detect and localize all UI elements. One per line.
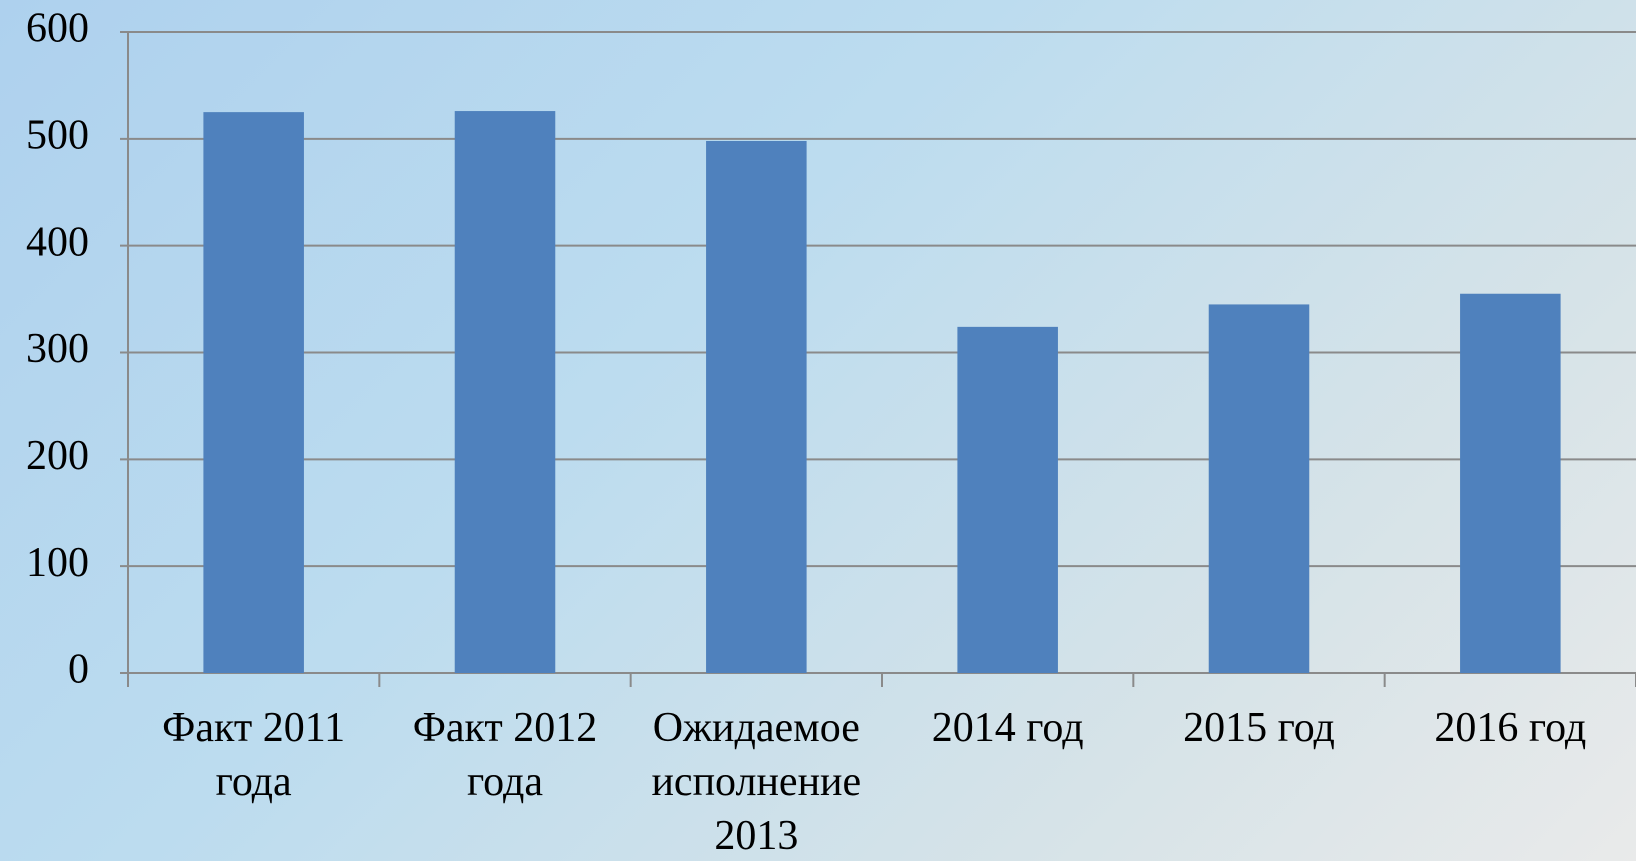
bar bbox=[1460, 293, 1561, 673]
bar bbox=[706, 140, 807, 674]
x-tick-label: Ожидаемое исполнение 2013 bbox=[651, 705, 862, 859]
y-tick-label: 100 bbox=[26, 540, 89, 586]
x-tick-label: Факт 2012 года bbox=[412, 705, 598, 805]
x-tick-label: Факт 2011 года bbox=[162, 705, 346, 805]
x-tick-label: 2014 год bbox=[931, 705, 1084, 751]
bar bbox=[454, 111, 556, 674]
y-tick-label: 0 bbox=[68, 647, 89, 693]
y-tick-label: 400 bbox=[26, 219, 89, 265]
y-tick-label: 600 bbox=[26, 6, 89, 52]
x-tick-label: 2016 год bbox=[1434, 705, 1587, 751]
y-tick-label: 500 bbox=[26, 112, 89, 158]
y-tick-label: 200 bbox=[26, 433, 89, 479]
bar bbox=[957, 326, 1058, 673]
y-tick-label: 300 bbox=[26, 326, 89, 372]
bar bbox=[203, 112, 304, 673]
x-tick-label: 2015 год bbox=[1183, 705, 1335, 751]
bar bbox=[1208, 304, 1310, 673]
